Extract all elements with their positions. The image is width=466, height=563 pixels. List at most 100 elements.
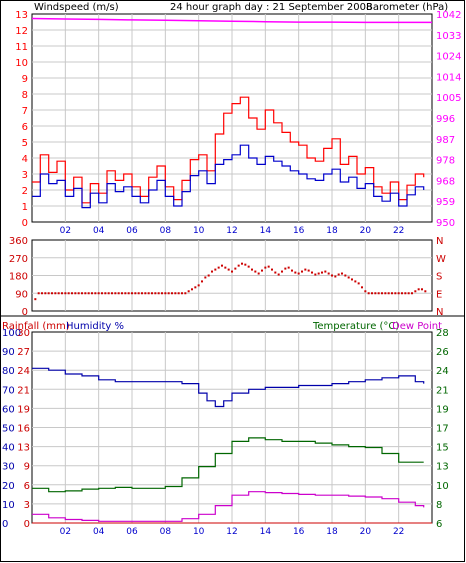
wind-tick-label: 11	[15, 42, 28, 53]
temperature-tick-label: 24	[436, 366, 449, 377]
humidity-axis-label: Humidity %	[66, 321, 124, 332]
direction-point	[421, 288, 423, 291]
direction-point	[361, 286, 363, 289]
direction-point	[47, 292, 50, 295]
direction-point	[217, 266, 220, 269]
direction-tick-label: 0	[22, 307, 28, 318]
rain-tick-label: 30	[17, 328, 30, 339]
direction-point	[237, 264, 240, 267]
wind-tick-label: 6	[22, 122, 28, 133]
direction-point	[121, 292, 123, 295]
direction-point	[381, 292, 383, 295]
rain-tick-label: 9	[24, 462, 30, 473]
thermo-x-tick-label: 08	[160, 527, 172, 537]
direction-left-ticks: 0 90 180 270 360	[9, 236, 28, 318]
temperature-tick-label: 28	[436, 328, 449, 339]
humidity-tick-label: 40	[2, 443, 15, 454]
temperature-tick-label: 26	[436, 347, 449, 358]
direction-point	[257, 272, 260, 275]
thermo-panel-grid	[32, 332, 432, 523]
thermo-x-tick-label: 06	[126, 527, 138, 537]
rain-tick-label: 24	[17, 366, 30, 377]
direction-point	[167, 292, 170, 295]
wind-x-tick-label: 04	[93, 226, 105, 236]
direction-point	[254, 270, 257, 273]
direction-point	[244, 263, 247, 266]
compass-tick-label: W	[436, 254, 446, 265]
thermo-x-tick-label: 18	[326, 527, 338, 537]
direction-point	[197, 284, 200, 287]
direction-point	[357, 282, 360, 285]
compass-tick-label: E	[436, 289, 442, 300]
direction-point	[87, 292, 90, 295]
direction-point	[137, 292, 140, 295]
wind-tick-label: 0	[22, 218, 28, 229]
direction-tick-label: 270	[9, 254, 28, 265]
direction-point	[97, 292, 100, 295]
direction-point	[351, 278, 353, 281]
direction-point	[251, 268, 253, 271]
temperature-tick-label: 15	[436, 443, 449, 454]
direction-point	[391, 292, 393, 295]
temperature-tick-label: 8	[436, 500, 442, 511]
direction-point	[247, 265, 250, 268]
wind-x-tick-label: 08	[160, 226, 172, 236]
direction-point	[101, 292, 103, 295]
direction-point	[191, 288, 193, 291]
direction-point	[174, 292, 177, 295]
direction-point	[94, 292, 97, 295]
direction-point	[84, 292, 87, 295]
direction-point	[154, 292, 157, 295]
humidity-tick-label: 100	[2, 328, 21, 339]
baro-tick-label: 1033	[436, 31, 461, 42]
baro-right-ticks: 950 959 968 978 987 996 1005 1014 1024 1033 1042	[436, 10, 461, 229]
direction-point	[201, 280, 203, 283]
direction-point	[157, 292, 160, 295]
humidity-tick-label: 50	[2, 424, 15, 435]
humidity-line	[32, 367, 425, 408]
wind-tick-label: 5	[22, 138, 28, 149]
temperature-tick-label: 10	[436, 481, 449, 492]
wind-x-tick-label: 10	[193, 226, 205, 236]
direction-point	[377, 292, 380, 295]
thermo-x-tick-label: 16	[293, 527, 305, 537]
thermo-x-tick-label: 04	[93, 527, 105, 537]
direction-point	[61, 292, 63, 295]
temperature-tick-label: 13	[436, 462, 449, 473]
direction-point	[424, 290, 427, 293]
direction-point	[271, 268, 273, 271]
direction-point	[344, 274, 347, 277]
temperature-tick-label: 19	[436, 404, 449, 415]
temperature-line	[32, 437, 424, 493]
baro-tick-label: 1024	[436, 52, 461, 63]
thermo-x-tick-label: 12	[226, 527, 237, 537]
direction-point	[77, 292, 80, 295]
humidity-tick-label: 30	[2, 462, 15, 473]
thermo-x-ticks: 02 04 06 08 10 12 14 16 18 20 22	[60, 527, 405, 537]
direction-point	[181, 292, 183, 295]
temperature-axis-label: Temperature (°C)	[312, 321, 399, 332]
direction-point	[287, 266, 290, 269]
direction-tick-label: 180	[9, 272, 28, 283]
direction-point	[384, 292, 387, 295]
direction-point	[331, 274, 333, 277]
wind-tick-label: 4	[22, 154, 28, 165]
compass-tick-label: N	[436, 236, 443, 247]
direction-point	[337, 273, 340, 276]
direction-point	[151, 292, 153, 295]
baro-tick-label: 996	[436, 114, 455, 125]
rain-tick-label: 19	[17, 404, 30, 415]
direction-point	[211, 270, 213, 273]
direction-point	[107, 292, 110, 295]
baro-tick-label: 987	[436, 135, 455, 146]
wind-tick-label: 10	[15, 58, 28, 69]
wind-tick-label: 8	[22, 90, 28, 101]
direction-point	[281, 270, 283, 273]
direction-point	[371, 292, 373, 295]
direction-point	[264, 266, 267, 269]
baro-tick-label: 959	[436, 197, 455, 208]
humidity-tick-label: 10	[2, 500, 15, 511]
direction-point	[41, 292, 43, 295]
thermo-x-tick-label: 14	[260, 527, 272, 537]
